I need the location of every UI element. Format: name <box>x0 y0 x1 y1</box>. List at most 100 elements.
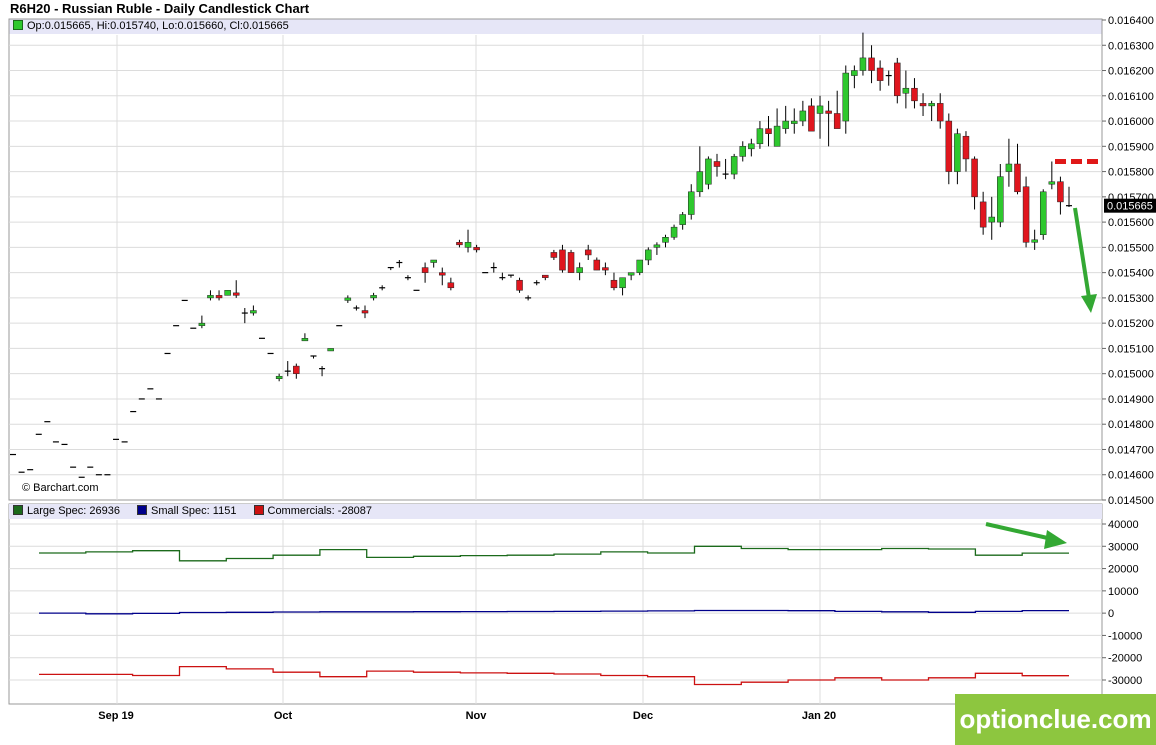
candle-body <box>627 272 635 276</box>
candle-body <box>739 146 747 157</box>
x-tick-label: Nov <box>466 710 488 722</box>
candle-body <box>232 292 240 296</box>
price-panel-frame <box>8 18 1103 501</box>
candle-body <box>748 143 755 150</box>
candle-body <box>842 72 850 122</box>
ohlc-readout: Op:0.015665, Hi:0.015740, Lo:0.015660, C… <box>27 20 289 32</box>
cot-series-commercials <box>39 665 1069 686</box>
x-tick-label: Sep 19 <box>98 710 133 722</box>
cot-series-small-spec <box>39 609 1069 615</box>
candle-body <box>250 310 257 314</box>
candle-body <box>421 267 429 273</box>
ohlc-readout-bar: Op:0.015665, Hi:0.015740, Lo:0.015660, C… <box>9 19 1102 34</box>
price-y-tick-label: 0.015500 <box>1108 242 1154 254</box>
candle-body <box>705 158 712 185</box>
candle-body <box>851 70 858 76</box>
price-y-tick-label: 0.014800 <box>1108 419 1154 431</box>
candle-body <box>559 249 566 271</box>
candle-body <box>361 310 369 314</box>
candle-body <box>301 338 309 342</box>
candle-body <box>962 135 970 160</box>
candle-body <box>679 214 686 225</box>
candle-body <box>859 57 867 71</box>
candle-body <box>894 62 901 97</box>
large-spec-swatch-icon <box>13 505 23 515</box>
price-y-tick-label: 0.015300 <box>1108 293 1154 305</box>
cot-y-tick-label: -20000 <box>1108 653 1142 665</box>
cot-series-large-spec <box>39 545 1069 562</box>
price-y-tick-label: 0.014500 <box>1108 495 1154 507</box>
candle-body <box>730 156 738 175</box>
candle-body <box>542 274 549 278</box>
candle-body <box>936 103 944 122</box>
candle-body <box>645 249 652 261</box>
last-price-label: 0.015665 <box>1107 201 1153 213</box>
candle-body <box>954 133 961 172</box>
copyright-label: © Barchart.com <box>22 482 99 494</box>
price-y-tick-label: 0.014700 <box>1108 444 1154 456</box>
cot-y-tick-label: -30000 <box>1108 675 1142 687</box>
candle-swatch-icon <box>13 20 23 30</box>
candle-body <box>1005 163 1013 172</box>
candle-body <box>919 103 927 107</box>
cot-y-tick-label: 20000 <box>1108 564 1139 576</box>
chart-title: R6H20 - Russian Ruble - Daily Candlestic… <box>10 1 310 16</box>
legend-commercials-label: Commercials: -28087 <box>267 505 373 517</box>
candle-body <box>1057 181 1064 203</box>
last-price-box <box>1104 198 1156 213</box>
legend-large-spec-label: Large Spec: 26936 <box>27 505 120 517</box>
price-y-tick-label: 0.015100 <box>1108 343 1154 355</box>
price-y-tick-label: 0.016400 <box>1108 15 1154 27</box>
x-tick-label: Dec <box>633 710 653 722</box>
candle-body <box>1014 163 1021 193</box>
price-y-tick-label: 0.015600 <box>1108 217 1154 229</box>
candle-body <box>765 128 772 134</box>
legend-large-spec: Large Spec: 26936 <box>13 504 120 519</box>
candle-body <box>1022 186 1030 243</box>
legend-commercials: Commercials: -28087 <box>253 504 373 519</box>
candle-body <box>791 120 798 124</box>
candle-body <box>799 110 807 122</box>
cot-y-tick-label: 10000 <box>1108 586 1139 598</box>
candle-body <box>464 242 472 248</box>
candle-body <box>567 252 575 273</box>
cot-y-tick-label: -10000 <box>1108 630 1142 642</box>
price-y-tick-label: 0.015000 <box>1108 369 1154 381</box>
candle-body <box>327 348 334 352</box>
price-y-tick-label: 0.014600 <box>1108 470 1154 482</box>
candle-body <box>576 267 583 273</box>
candle-body <box>636 259 643 273</box>
down-arrow-icon <box>1081 294 1097 313</box>
candle-body <box>979 201 987 228</box>
legend-small-spec: Small Spec: 1151 <box>137 504 236 519</box>
candle-body <box>670 226 678 238</box>
candle-body <box>997 176 1004 223</box>
candle-body <box>876 67 884 81</box>
small-spec-swatch-icon <box>137 505 148 515</box>
candle-body <box>344 297 352 301</box>
candle-body <box>550 252 558 258</box>
price-y-tick-label: 0.016200 <box>1108 66 1154 78</box>
candle-body <box>293 365 300 374</box>
x-tick-label: Oct <box>274 710 293 722</box>
candle-body <box>473 247 480 251</box>
candle-body <box>808 105 815 132</box>
candle-body <box>945 120 953 172</box>
candle-body <box>696 171 704 193</box>
candle-body <box>928 103 935 107</box>
candle-body <box>516 279 523 291</box>
candle-body <box>215 295 223 299</box>
price-y-tick-label: 0.016300 <box>1108 40 1154 52</box>
candle-body <box>198 322 206 326</box>
price-y-tick-label: 0.014900 <box>1108 394 1154 406</box>
candle-body <box>1039 191 1047 235</box>
candle-body <box>370 295 377 299</box>
price-y-tick-label: 0.015800 <box>1108 167 1154 179</box>
candle-body <box>224 290 231 296</box>
watermark-logo: optionclue.com <box>955 694 1156 745</box>
candle-body <box>430 259 437 263</box>
legend-small-spec-label: Small Spec: 1151 <box>151 505 237 517</box>
candle-body <box>275 375 283 379</box>
price-y-tick-label: 0.016000 <box>1108 116 1154 128</box>
